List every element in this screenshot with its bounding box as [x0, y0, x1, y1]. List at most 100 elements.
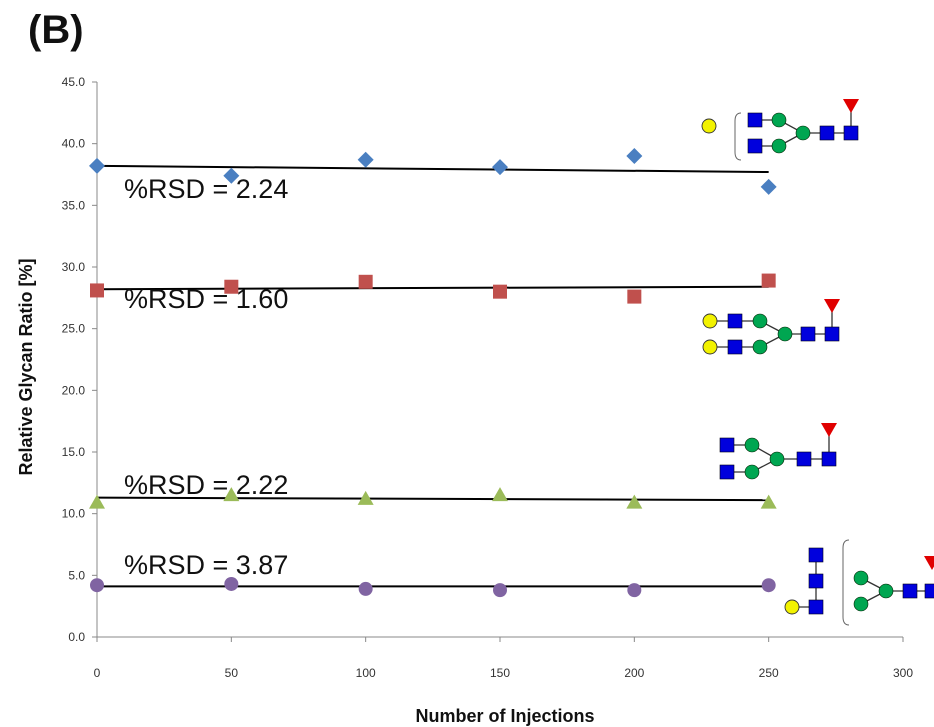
data-point-triangle — [357, 490, 374, 505]
y-tick-label: 25.0 — [62, 322, 86, 336]
glcnac-square-icon — [747, 112, 763, 128]
y-tick-label: 35.0 — [62, 198, 86, 212]
y-tick-label: 0.0 — [68, 630, 85, 644]
y-tick-label: 5.0 — [68, 568, 85, 582]
data-point-circle — [358, 581, 373, 596]
x-tick-label: 100 — [356, 666, 376, 680]
y-tick-label: 30.0 — [62, 260, 86, 274]
mannose-circle-icon — [853, 570, 869, 586]
data-point-square — [358, 274, 373, 289]
data-point-diamond — [760, 178, 777, 195]
glcnac-square-icon — [727, 313, 743, 329]
data-point-square — [493, 284, 507, 299]
mannose-circle-icon — [771, 112, 787, 128]
data-point-diamond — [626, 148, 643, 164]
data-point-square — [627, 289, 642, 304]
glcnac-square-icon — [924, 583, 934, 599]
glcnac-square-icon — [719, 464, 735, 480]
data-point-circle — [90, 578, 104, 593]
data-point-square — [761, 273, 776, 288]
glycan-structure-3 — [719, 423, 837, 480]
glycan-structure-4 — [784, 539, 934, 626]
rsd-annotation: %RSD = 2.24 — [124, 174, 288, 204]
data-point-diamond — [357, 151, 374, 168]
fucose-triangle-icon — [821, 423, 837, 437]
data-points — [89, 148, 777, 598]
y-tick-label: 15.0 — [62, 445, 86, 459]
mannose-circle-icon — [771, 138, 787, 154]
x-tick-label: 150 — [490, 666, 510, 680]
glycan-structure-2 — [702, 299, 840, 355]
y-tick-label: 20.0 — [62, 383, 86, 397]
glcnac-square-icon — [808, 573, 824, 589]
data-point-diamond — [223, 167, 240, 184]
glcnac-square-icon — [747, 138, 763, 154]
mannose-circle-icon — [769, 451, 785, 467]
panel-label: (B) — [28, 8, 84, 52]
glcnac-square-icon — [719, 437, 735, 453]
y-tick-label: 40.0 — [62, 137, 86, 151]
data-point-triangle — [223, 487, 240, 502]
rsd-annotation: %RSD = 3.87 — [124, 550, 288, 580]
y-tick-label: 45.0 — [62, 75, 86, 89]
glcnac-square-icon — [727, 339, 743, 355]
glcnac-square-icon — [808, 547, 824, 563]
y-tick-label: 10.0 — [62, 507, 86, 521]
fucose-triangle-icon — [824, 299, 840, 313]
glycan-structure-1 — [701, 99, 859, 161]
y-axis-title: Relative Glycan Ratio [%] — [16, 258, 36, 475]
mannose-circle-icon — [853, 596, 869, 612]
data-point-circle — [224, 576, 239, 591]
bracket-icon — [734, 112, 742, 161]
glcnac-square-icon — [824, 326, 840, 342]
glcnac-square-icon — [843, 125, 859, 141]
fucose-triangle-icon — [843, 99, 859, 113]
data-point-triangle — [89, 494, 105, 509]
trend-lines — [96, 164, 769, 588]
galactose-circle-icon — [702, 313, 718, 329]
data-point-square — [90, 283, 104, 298]
trend-line — [96, 496, 769, 502]
mannose-circle-icon — [878, 583, 894, 599]
x-axis-title: Number of Injections — [415, 706, 594, 726]
data-point-circle — [761, 578, 776, 593]
trend-line — [96, 285, 769, 291]
rsd-annotation: %RSD = 1.60 — [124, 284, 288, 314]
x-tick-label: 250 — [759, 666, 779, 680]
galactose-circle-icon — [701, 118, 717, 134]
tick-labels: 0.0 5.0 10.0 15.0 20.0 25.0 30.0 35.0 40.0 45.0 0 5… — [62, 75, 914, 680]
rsd-annotations: %RSD = 2.24 %RSD = 1.60 %RSD = 2.22 %RSD = … — [124, 174, 288, 580]
data-point-triangle — [492, 487, 508, 502]
data-point-circle — [627, 583, 642, 598]
data-point-triangle — [760, 494, 777, 509]
bracket-icon — [842, 539, 850, 626]
fucose-triangle-icon — [924, 556, 934, 570]
mannose-circle-icon — [752, 339, 768, 355]
galactose-circle-icon — [702, 339, 718, 355]
rsd-annotation: %RSD = 2.22 — [124, 470, 288, 500]
data-point-circle — [493, 583, 507, 598]
glcnac-square-icon — [808, 599, 824, 615]
mannose-circle-icon — [744, 437, 760, 453]
mannose-circle-icon — [795, 125, 811, 141]
data-point-square — [224, 279, 239, 294]
glcnac-square-icon — [821, 451, 837, 467]
x-tick-label: 300 — [893, 666, 913, 680]
glycan-icons — [701, 99, 934, 626]
mannose-circle-icon — [744, 464, 760, 480]
glcnac-square-icon — [800, 326, 816, 342]
glcnac-square-icon — [796, 451, 812, 467]
glcnac-square-icon — [819, 125, 835, 141]
trend-line — [96, 164, 769, 174]
galactose-circle-icon — [784, 599, 800, 615]
x-tick-label: 0 — [94, 666, 101, 680]
mannose-circle-icon — [752, 313, 768, 329]
data-point-triangle — [626, 494, 643, 509]
mannose-circle-icon — [777, 326, 793, 342]
data-point-diamond — [89, 157, 105, 174]
data-point-diamond — [492, 159, 508, 176]
x-tick-label: 50 — [225, 666, 239, 680]
glcnac-square-icon — [902, 583, 918, 599]
x-tick-label: 200 — [624, 666, 644, 680]
